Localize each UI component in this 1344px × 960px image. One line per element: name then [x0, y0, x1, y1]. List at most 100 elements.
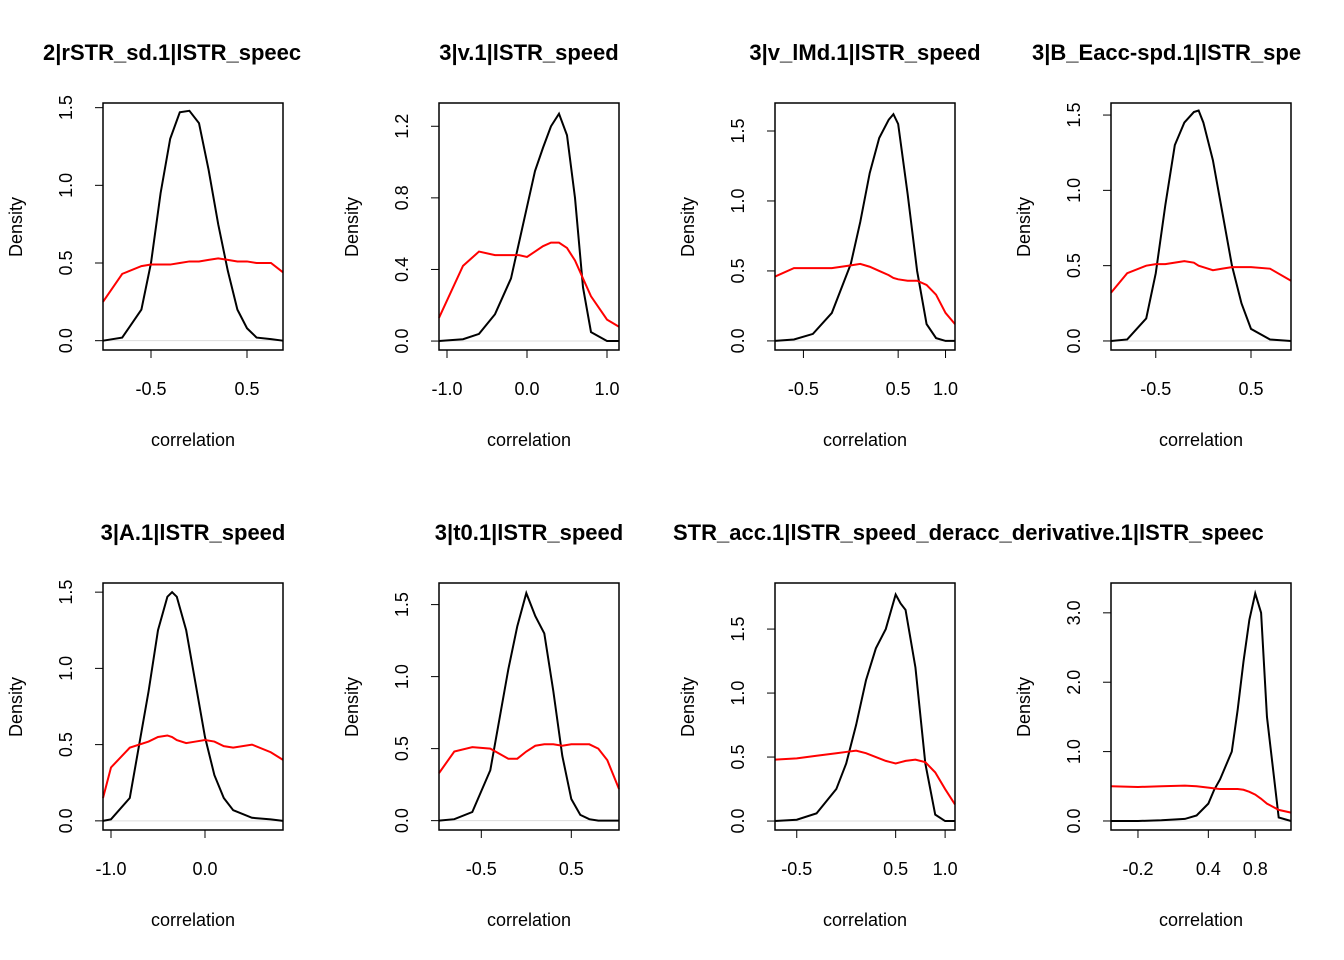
y-tick-label: 1.5 [1064, 103, 1084, 128]
density-line [774, 749, 956, 805]
density-line [1111, 589, 1292, 822]
panel-title: 3|t0.1|lSTR_speed [435, 520, 623, 545]
density-line [774, 591, 955, 823]
x-axis-label: correlation [487, 910, 571, 930]
density-line [102, 257, 284, 303]
y-axis-label: Density [1014, 197, 1034, 257]
x-tick-label: 0.5 [886, 379, 911, 399]
y-tick-label: 1.0 [728, 188, 748, 213]
x-tick-label: -0.2 [1122, 859, 1153, 879]
y-tick-label: 0.0 [1064, 328, 1084, 353]
y-tick-label: 0.4 [392, 257, 412, 282]
density-line [102, 734, 284, 799]
x-axis-label: correlation [487, 430, 571, 450]
y-tick-label: 0.0 [392, 329, 412, 354]
x-axis-label: correlation [151, 430, 235, 450]
x-tick-label: 0.0 [192, 859, 217, 879]
x-tick-label: 0.0 [514, 379, 539, 399]
y-tick-label: 3.0 [1064, 600, 1084, 625]
x-tick-label: 0.4 [1196, 859, 1221, 879]
x-tick-label: -1.0 [431, 379, 462, 399]
density-line [1110, 260, 1292, 294]
x-tick-label: 1.0 [933, 379, 958, 399]
plot-box [1110, 102, 1292, 351]
y-tick-label: 1.2 [392, 114, 412, 139]
density-line [774, 262, 956, 325]
x-tick-label: 0.5 [1238, 379, 1263, 399]
x-tick-label: 0.8 [1243, 859, 1268, 879]
x-tick-label: -0.5 [135, 379, 166, 399]
y-tick-label: 0.5 [728, 258, 748, 283]
y-tick-label: 0.5 [56, 250, 76, 275]
x-tick-label: -1.0 [95, 859, 126, 879]
y-tick-label: 0.5 [1064, 253, 1084, 278]
panel-title: 3|B_Eacc-spd.1|lSTR_spe [1032, 40, 1301, 65]
x-axis-label: correlation [151, 910, 235, 930]
y-tick-label: 0.5 [392, 736, 412, 761]
panel-title: 3|v_lMd.1|lSTR_speed [749, 40, 980, 65]
y-tick-label: 1.0 [1064, 739, 1084, 764]
x-axis-label: correlation [1159, 910, 1243, 930]
y-tick-label: 1.5 [56, 95, 76, 120]
x-tick-label: 1.0 [594, 379, 619, 399]
plot-box [438, 582, 620, 831]
x-tick-label: 1.0 [933, 859, 958, 879]
density-line [774, 112, 955, 342]
plot-box [102, 102, 284, 351]
plot-box [774, 102, 956, 351]
y-tick-label: 1.0 [56, 656, 76, 681]
y-axis-label: Density [678, 197, 698, 257]
y-tick-label: 0.0 [1064, 808, 1084, 833]
x-tick-label: 0.5 [883, 859, 908, 879]
y-tick-label: 1.5 [728, 118, 748, 143]
density-line [438, 743, 620, 790]
x-axis-label: correlation [823, 910, 907, 930]
plot-box [102, 582, 284, 831]
y-axis-label: Density [678, 677, 698, 737]
y-tick-label: 0.0 [392, 808, 412, 833]
y-tick-label: 1.5 [56, 580, 76, 605]
density-line [1110, 784, 1292, 814]
y-tick-label: 0.0 [728, 328, 748, 353]
y-tick-label: 1.5 [392, 592, 412, 617]
density-line [1110, 109, 1292, 342]
density-line [438, 111, 619, 343]
y-tick-label: 0.8 [392, 185, 412, 210]
x-tick-label: 0.5 [559, 859, 584, 879]
y-axis-label: Density [342, 197, 362, 257]
y-axis-label: Density [342, 677, 362, 737]
panel-title: 3|A.1|lSTR_speed [101, 520, 286, 545]
x-tick-label: -0.5 [466, 859, 497, 879]
x-tick-label: -0.5 [781, 859, 812, 879]
y-axis-label: Density [6, 677, 26, 737]
panel-title: 3|v.1|lSTR_speed [439, 40, 618, 65]
y-tick-label: 1.5 [728, 617, 748, 642]
y-tick-label: 1.0 [56, 173, 76, 198]
y-tick-label: 0.0 [56, 808, 76, 833]
density-line [102, 109, 284, 342]
x-tick-label: 0.5 [234, 379, 259, 399]
y-tick-label: 0.0 [728, 809, 748, 834]
y-tick-label: 1.0 [392, 664, 412, 689]
y-tick-label: 1.0 [1064, 178, 1084, 203]
plot-box [1110, 582, 1292, 831]
plot-box [774, 582, 956, 831]
density-line [102, 590, 284, 822]
panel-title: 2|rSTR_sd.1|lSTR_speec [43, 40, 301, 65]
y-axis-label: Density [1014, 677, 1034, 737]
x-tick-label: -0.5 [1140, 379, 1171, 399]
x-axis-label: correlation [1159, 430, 1243, 450]
y-tick-label: 0.0 [56, 328, 76, 353]
density-line [438, 589, 619, 822]
x-tick-label: -0.5 [788, 379, 819, 399]
panel-title: STR_acc.1|lSTR_speed_deracc_derivative.1… [673, 520, 1264, 545]
density-line [438, 241, 620, 328]
y-tick-label: 0.5 [728, 745, 748, 770]
y-axis-label: Density [6, 197, 26, 257]
y-tick-label: 1.0 [728, 681, 748, 706]
y-tick-label: 2.0 [1064, 670, 1084, 695]
x-axis-label: correlation [823, 430, 907, 450]
plot-box [438, 102, 620, 351]
